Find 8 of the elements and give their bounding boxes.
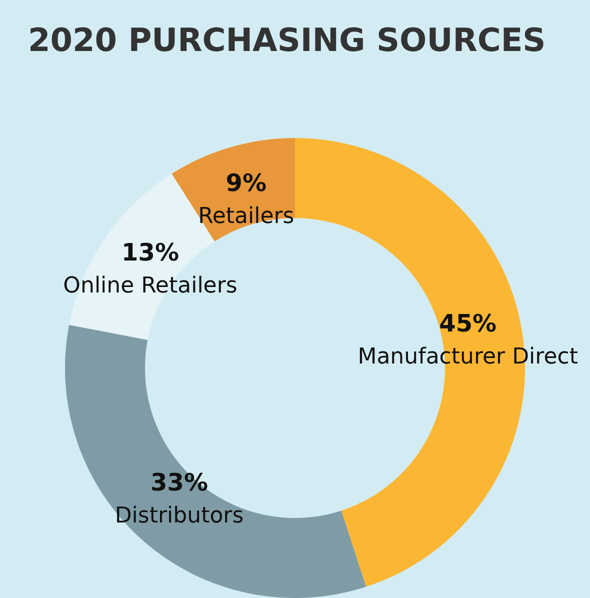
data-label: 9%	[226, 168, 267, 197]
slice-label: Online Retailers	[63, 274, 238, 299]
chart-title: 2020 PURCHASING SOURCES	[28, 21, 546, 59]
data-label: 45%	[439, 310, 497, 338]
slice-label: Retailers	[198, 204, 294, 229]
donut-slice	[172, 138, 295, 242]
data-label: 13%	[122, 238, 179, 267]
slice-label: Distributors	[114, 503, 244, 528]
